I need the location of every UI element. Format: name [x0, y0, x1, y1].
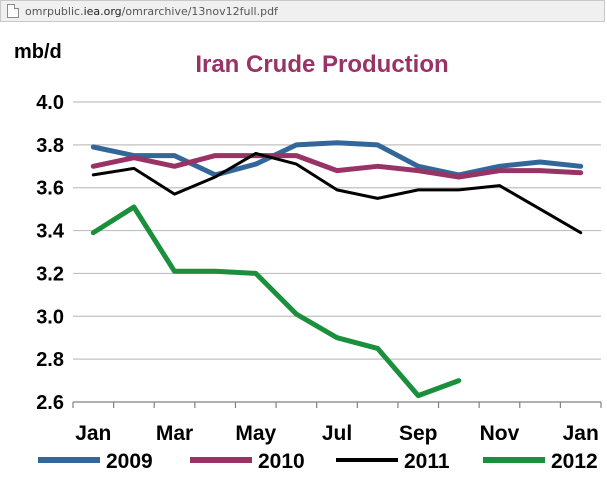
- y-tick-label: 2.8: [36, 349, 64, 371]
- y-tick-label: 2.6: [36, 392, 64, 414]
- x-tick-label: Nov: [480, 422, 520, 445]
- series-lines: [90, 140, 584, 399]
- x-tick-label: Sep: [399, 422, 438, 445]
- page-icon: [7, 4, 19, 18]
- x-tick-label: Mar: [156, 422, 193, 445]
- legend-label-2012: 2012: [551, 450, 598, 473]
- x-tick-label: Jan: [563, 422, 599, 445]
- x-ticks: Jan Mar May Jul Sep Nov Jan: [72, 402, 602, 445]
- x-tick-label: May: [235, 422, 276, 445]
- url-text[interactable]: omrpublic.iea.org/omrarchive/13nov12full…: [25, 4, 278, 18]
- series-line-2009: [90, 140, 584, 178]
- legend-label-2010: 2010: [258, 450, 305, 473]
- y-tick-label: 3.2: [36, 263, 64, 285]
- address-bar[interactable]: omrpublic.iea.org/omrarchive/13nov12full…: [0, 0, 605, 22]
- legend: 2009 2010 2011 2012: [38, 450, 598, 473]
- y-tick-label: 3.0: [36, 306, 64, 328]
- y-tick-labels: 4.0 3.8 3.6 3.4 3.2 3.0 2.8 2.6: [36, 92, 65, 414]
- x-tick-label: Jul: [322, 422, 352, 445]
- y-axis-label: mb/d: [14, 41, 62, 63]
- y-tick-label: 3.8: [36, 135, 64, 157]
- y-tick-label: 4.0: [36, 92, 64, 114]
- series-line-2011: [91, 151, 583, 235]
- y-tick-label: 3.4: [36, 221, 65, 243]
- y-tick-label: 3.6: [36, 178, 64, 200]
- legend-label-2009: 2009: [106, 450, 153, 473]
- legend-label-2011: 2011: [404, 450, 450, 473]
- x-tick-label: Jan: [75, 422, 111, 445]
- series-line-2010: [90, 153, 584, 180]
- series-line-2012: [90, 204, 462, 399]
- chart-title: Iran Crude Production: [195, 51, 448, 78]
